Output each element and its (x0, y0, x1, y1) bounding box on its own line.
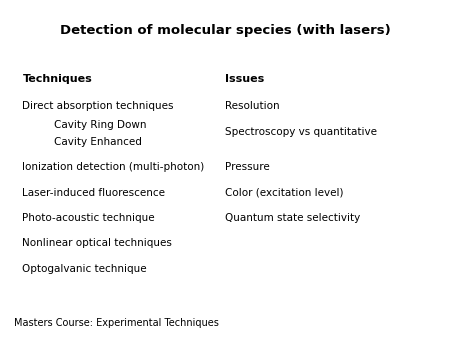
Text: Detection of molecular species (with lasers): Detection of molecular species (with las… (59, 24, 391, 37)
Text: Techniques: Techniques (22, 74, 92, 84)
Text: Pressure: Pressure (225, 162, 270, 172)
Text: Direct absorption techniques: Direct absorption techniques (22, 101, 174, 112)
Text: Photo-acoustic technique: Photo-acoustic technique (22, 213, 155, 223)
Text: Nonlinear optical techniques: Nonlinear optical techniques (22, 238, 172, 248)
Text: Masters Course: Experimental Techniques: Masters Course: Experimental Techniques (14, 318, 218, 328)
Text: Quantum state selectivity: Quantum state selectivity (225, 213, 360, 223)
Text: Resolution: Resolution (225, 101, 279, 112)
Text: Issues: Issues (225, 74, 264, 84)
Text: Cavity Enhanced: Cavity Enhanced (54, 137, 142, 147)
Text: Color (excitation level): Color (excitation level) (225, 188, 343, 198)
Text: Optogalvanic technique: Optogalvanic technique (22, 264, 147, 274)
Text: Ionization detection (multi-photon): Ionization detection (multi-photon) (22, 162, 205, 172)
Text: Laser-induced fluorescence: Laser-induced fluorescence (22, 188, 166, 198)
Text: Spectroscopy vs quantitative: Spectroscopy vs quantitative (225, 127, 377, 137)
Text: Cavity Ring Down: Cavity Ring Down (54, 120, 147, 130)
